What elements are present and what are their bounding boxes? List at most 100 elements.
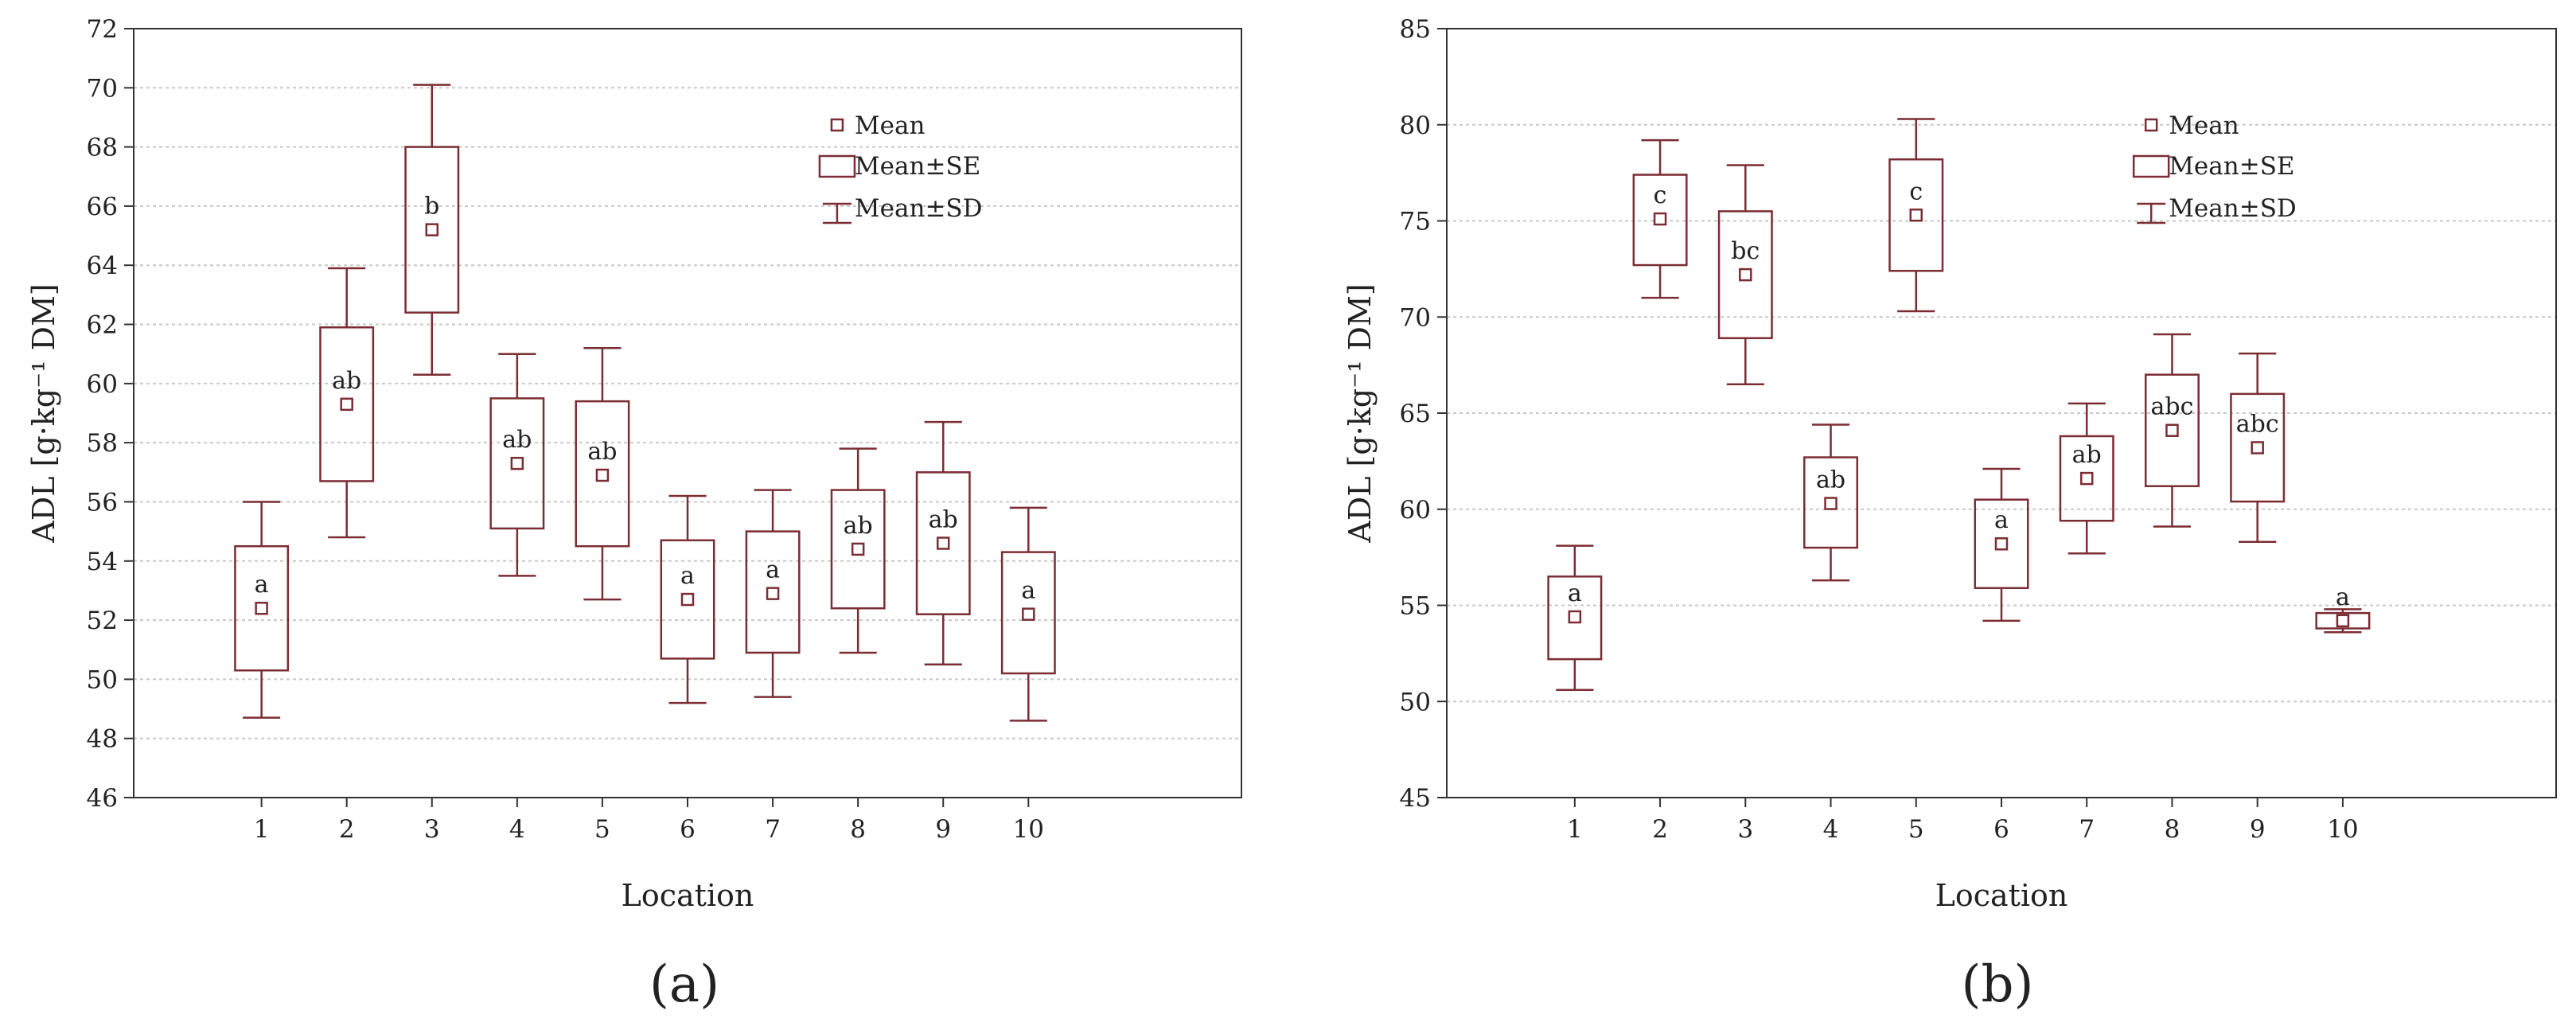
se-box [830,489,886,610]
se-box [489,397,545,530]
significance-label: ab [2072,441,2102,469]
x-tick-label: 9 [935,815,951,844]
y-axis-title: ADL [g·kg⁻¹ DM] [1343,283,1378,543]
x-axis-title: Location [1935,878,2068,913]
significance-label: ab [587,438,617,466]
se-box [1974,498,2029,590]
y-tick-label: 60 [87,370,118,399]
x-tick-label: 1 [254,815,270,844]
x-axis-title: Location [622,878,754,913]
significance-label: abc [2151,393,2194,421]
x-tick-label: 1 [1567,815,1583,844]
x-tick-label: 4 [1823,815,1839,844]
x-tick-label: 4 [509,815,525,844]
significance-label: ab [844,512,873,540]
x-tick-label: 10 [1013,815,1044,844]
legend-label-sd: Mean±SD [2169,194,2297,223]
mean-marker [595,468,610,482]
se-box [2315,611,2371,630]
se-box [660,539,715,660]
se-box [234,544,290,672]
y-axis-title: ADL [g·kg⁻¹ DM] [26,283,61,543]
y-tick-label: 64 [87,252,118,280]
mean-marker [851,542,865,556]
se-box [1717,210,1773,340]
se-box [575,400,630,548]
mean-marker [2165,423,2179,437]
se-box [404,146,460,314]
significance-label: c [1909,178,1923,205]
x-tick-label: 6 [1993,815,2009,844]
y-tick-label: 52 [87,607,118,635]
mean-marker [1568,610,1582,624]
significance-label: abc [2236,410,2279,438]
legend-se-box [818,154,856,178]
significance-label: a [2336,583,2350,611]
significance-label: a [255,571,269,599]
se-box [1547,576,1603,661]
legend: Mean Mean±SE Mean±SD [2132,111,2297,224]
mean-marker [510,456,524,470]
significance-label: a [1994,506,2009,534]
y-tick-label: 54 [87,548,118,576]
mean-marker [425,223,439,236]
se-box [2144,373,2200,488]
significance-label: ab [332,367,361,395]
y-tick-label: 62 [87,311,118,340]
y-tick-label: 45 [1400,784,1431,813]
x-tick-label: 6 [680,815,696,844]
significance-label: a [1568,579,1582,607]
x-tick-label: 8 [2165,815,2180,844]
significance-label: a [1021,577,1035,605]
mean-marker [255,601,268,615]
legend-label-se: Mean±SE [855,152,980,181]
significance-label: a [680,562,695,590]
significance-label: ab [929,505,958,533]
y-tick-label: 72 [87,15,118,44]
mean-marker [1994,537,2009,551]
x-tick-label: 9 [2250,815,2266,844]
legend-label-mean: Mean [2169,111,2239,140]
x-tick-label: 5 [594,815,610,844]
se-box [745,530,801,654]
y-tick-label: 46 [87,784,118,813]
legend-se-box [2132,154,2170,178]
mean-marker [1909,209,1923,222]
significance-label: a [766,556,780,584]
y-tick-label: 50 [1400,688,1431,716]
se-box [915,471,971,615]
legend: Mean Mean±SE Mean±SD [818,111,983,224]
x-tick-label: 2 [339,815,355,844]
legend-label-se: Mean±SE [2169,152,2294,181]
legend-mean-marker [830,118,844,132]
significance-label: bc [1731,237,1760,265]
mean-marker [1824,497,1837,510]
y-tick-label: 80 [1400,111,1431,140]
se-box [319,326,375,482]
mean-marker [2336,614,2350,628]
x-tick-label: 3 [1737,815,1753,844]
significance-label: c [1654,181,1667,209]
x-tick-label: 3 [424,815,440,844]
y-tick-label: 70 [87,74,118,103]
y-tick-label: 65 [1400,400,1431,428]
mean-marker [2251,441,2264,455]
y-tick-label: 58 [87,429,118,458]
mean-marker [680,592,695,607]
panel-label: (b) [1962,955,2034,1014]
y-tick-label: 70 [1400,303,1431,332]
legend-label-sd: Mean±SD [855,194,983,223]
y-tick-label: 50 [87,665,118,694]
x-tick-label: 5 [1908,815,1924,844]
y-tick-label: 56 [87,488,118,517]
y-tick-label: 75 [1400,208,1431,236]
se-box [1000,551,1056,675]
se-box [1888,158,1944,272]
mean-marker [2079,471,2094,486]
se-box [1803,456,1859,549]
mean-marker [936,537,950,550]
significance-label: ab [1816,466,1845,494]
mean-marker [1739,267,1752,282]
